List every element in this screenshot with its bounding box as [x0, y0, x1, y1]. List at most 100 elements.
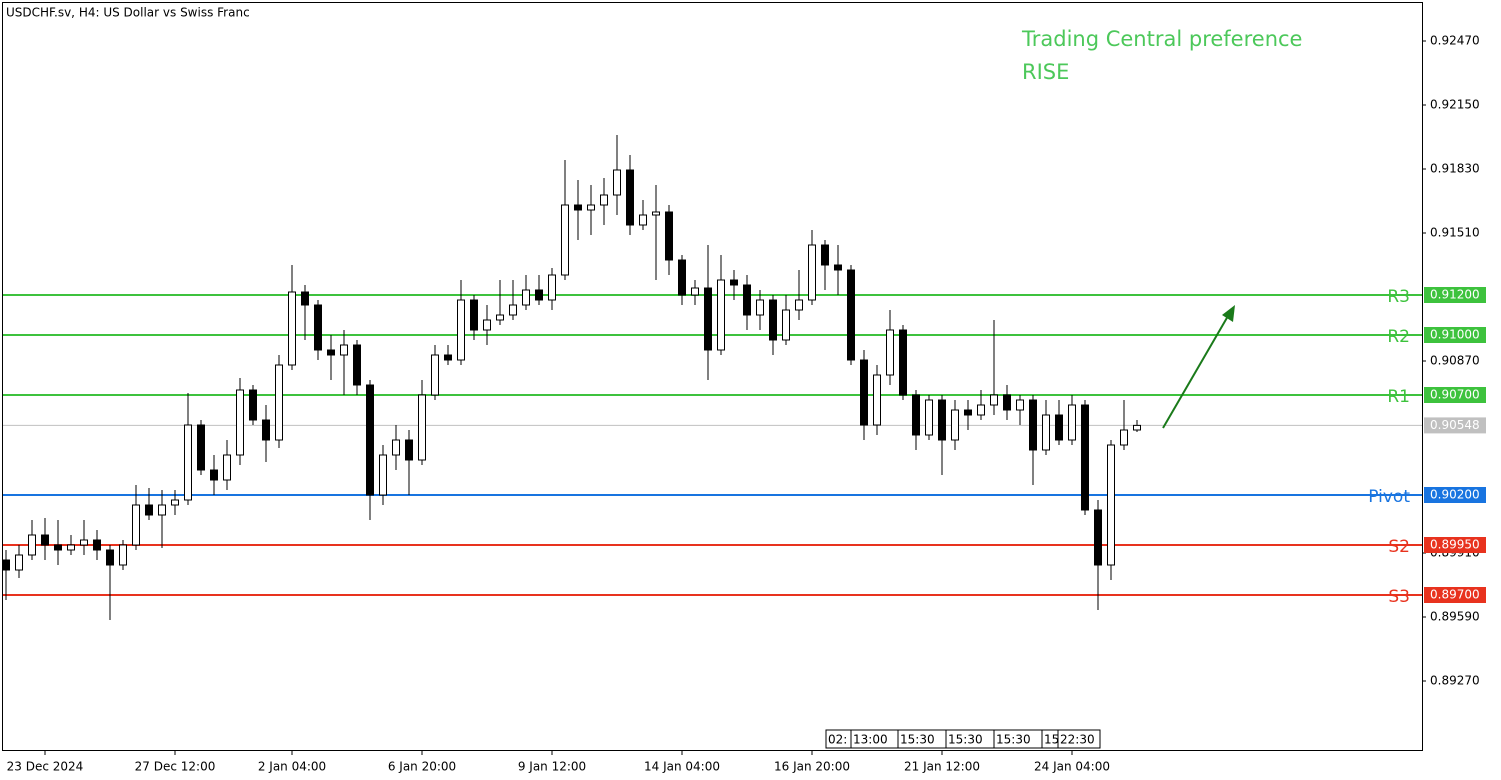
candle-body — [158, 504, 166, 516]
x-tick-label: 16 Jan 20:00 — [774, 760, 850, 774]
candle-body — [639, 214, 647, 226]
candle-body — [1133, 424, 1141, 431]
candle-body — [288, 291, 296, 366]
candle-body — [1029, 399, 1037, 451]
period-label: 22:30 — [1060, 733, 1095, 747]
period-label: 15 — [1044, 733, 1059, 747]
candle-body — [990, 394, 998, 406]
x-tick-label: 24 Jan 04:00 — [1034, 760, 1110, 774]
candle-body — [860, 359, 868, 426]
level-price-label: 0.89700 — [1430, 588, 1480, 602]
y-tick-label: 0.90870 — [1430, 354, 1480, 368]
candle-body — [353, 344, 361, 386]
candle-body — [2, 559, 10, 571]
level-price-box — [1424, 387, 1486, 403]
x-tick-label: 9 Jan 12:00 — [518, 760, 586, 774]
level-price-box — [1424, 287, 1486, 303]
level-name: R3 — [1387, 287, 1410, 307]
candle-body — [1107, 444, 1115, 566]
candle-body — [665, 211, 673, 261]
candle-body — [1120, 429, 1128, 446]
candle-body — [1081, 404, 1089, 511]
level-price-box — [1424, 587, 1486, 603]
period-label: 15:30 — [948, 733, 983, 747]
arrow-head — [1222, 305, 1235, 322]
candle-body — [522, 289, 530, 306]
candle-body — [1055, 414, 1063, 441]
level-price-label: 0.90700 — [1430, 388, 1480, 402]
candle-body — [821, 244, 829, 266]
candle-body — [730, 279, 738, 286]
candle-body — [782, 309, 790, 341]
candle-body — [418, 394, 426, 461]
candle-body — [405, 439, 413, 461]
level-price-label: 0.91000 — [1430, 328, 1480, 342]
level-price-box — [1424, 537, 1486, 553]
y-tick-label: 0.91830 — [1430, 162, 1480, 176]
candle-body — [1094, 509, 1102, 566]
candle-body — [1068, 404, 1076, 441]
level-name: Pivot — [1368, 487, 1410, 507]
period-box — [1057, 729, 1101, 749]
candle-body — [431, 354, 439, 396]
candle-body — [457, 299, 465, 361]
candle-body — [600, 194, 608, 206]
candle-body — [808, 244, 816, 301]
last-price-box — [1424, 417, 1486, 434]
candle-body — [847, 269, 855, 361]
candle-body — [392, 439, 400, 456]
candle-body — [912, 394, 920, 436]
candle-body — [977, 404, 985, 416]
x-tick-label: 2 Jan 04:00 — [258, 760, 326, 774]
candle-body — [236, 389, 244, 456]
candle-body — [951, 409, 959, 441]
candle-body — [561, 204, 569, 276]
period-label: 15:30 — [996, 733, 1031, 747]
candle-body — [366, 384, 374, 496]
level-name: R1 — [1387, 387, 1410, 407]
candle-body — [756, 299, 764, 316]
candle-body — [743, 284, 751, 316]
candle-body — [574, 204, 582, 211]
candle-body — [678, 259, 686, 296]
candle-body — [41, 534, 49, 546]
x-tick-label: 14 Jan 04:00 — [644, 760, 720, 774]
candle-body — [80, 539, 88, 546]
candle-body — [834, 264, 842, 271]
annotation: Trading Central preference — [1021, 27, 1302, 51]
level-name: R2 — [1387, 327, 1410, 347]
level-price-label: 0.90200 — [1430, 488, 1480, 502]
candle-body — [210, 469, 218, 481]
arrow — [1162, 315, 1229, 429]
candle-body — [1016, 399, 1024, 411]
period-label: 02: — [828, 733, 847, 747]
candle-body — [899, 329, 907, 396]
candle-body — [379, 454, 387, 496]
candle-body — [691, 287, 699, 296]
candle-body — [925, 399, 933, 436]
candle-body — [15, 554, 23, 571]
candle-body — [249, 389, 257, 421]
candle-body — [704, 287, 712, 351]
level-price-label: 0.89950 — [1430, 538, 1480, 552]
candle-body — [886, 329, 894, 376]
candle-body — [327, 349, 335, 356]
candle-body — [93, 539, 101, 551]
candle-body — [795, 299, 803, 311]
candle-body — [509, 304, 517, 316]
level-price-box — [1424, 487, 1486, 503]
candle-body — [106, 549, 114, 566]
y-tick-label: 0.89590 — [1430, 610, 1480, 624]
candle-body — [67, 544, 75, 551]
candle-body — [938, 399, 946, 441]
x-tick-label: 27 Dec 12:00 — [135, 760, 216, 774]
plot-frame — [2, 2, 1423, 751]
y-tick-label: 0.89270 — [1430, 674, 1480, 688]
x-tick-label: 23 Dec 2024 — [7, 760, 84, 774]
candle-body — [223, 454, 231, 481]
level-name: S3 — [1388, 587, 1410, 607]
level-price-box — [1424, 327, 1486, 343]
x-tick-label: 21 Jan 12:00 — [904, 760, 980, 774]
candle-body — [197, 424, 205, 471]
